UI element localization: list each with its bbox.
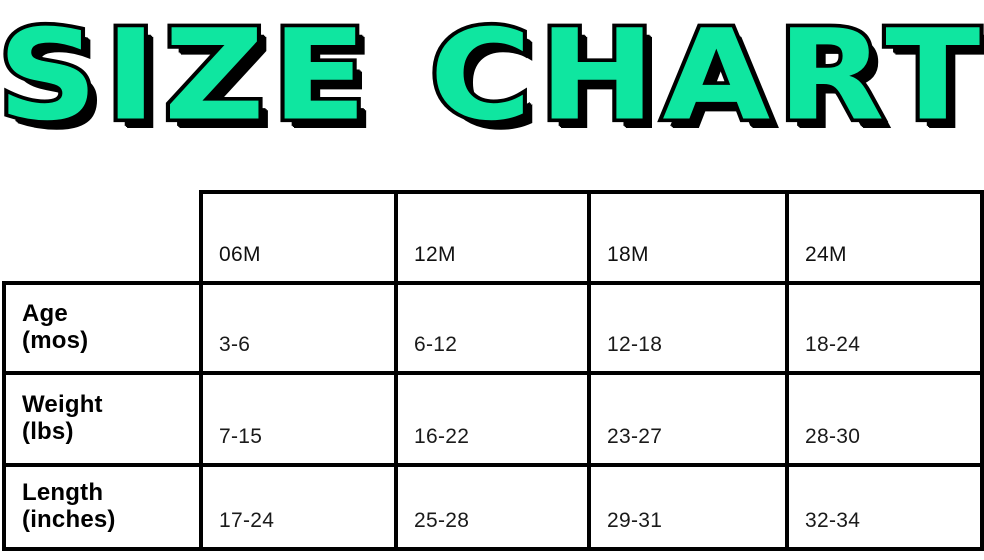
size-chart-table: 06M 12M 18M 24M Age (mos) 3-6 6-12 12-18…: [0, 190, 984, 551]
title-banner: SIZE CHART: [0, 0, 984, 150]
cell-length-12m: 25-28: [394, 467, 587, 547]
row-label-age: Age (mos): [6, 285, 199, 371]
column-header-12m: 12M: [394, 194, 587, 281]
cell-age-24m: 18-24: [785, 285, 980, 371]
cell-length-18m: 29-31: [587, 467, 785, 547]
row-label-weight-line1: Weight: [22, 391, 103, 419]
row-label-age-line2: (mos): [22, 327, 89, 354]
column-header-18m: 18M: [587, 194, 785, 281]
table-row: Weight (lbs) 7-15 16-22 23-27 28-30: [2, 371, 984, 463]
cell-weight-18m: 23-27: [587, 375, 785, 463]
column-header-24m: 24M: [785, 194, 980, 281]
table-row: Age (mos) 3-6 6-12 12-18 18-24: [2, 281, 984, 371]
page-title: SIZE CHART: [0, 1, 984, 149]
table-row: Length (inches) 17-24 25-28 29-31 32-34: [2, 463, 984, 551]
column-header-06m: 06M: [199, 194, 394, 281]
row-label-length-line1: Length: [22, 479, 104, 507]
cell-age-18m: 12-18: [587, 285, 785, 371]
row-label-length-line2: (inches): [22, 506, 116, 533]
row-label-length: Length (inches): [6, 467, 199, 547]
row-label-weight-line2: (lbs): [22, 418, 74, 445]
row-label-age-line1: Age: [22, 300, 68, 328]
cell-weight-06m: 7-15: [199, 375, 394, 463]
cell-length-24m: 32-34: [785, 467, 980, 547]
cell-length-06m: 17-24: [199, 467, 394, 547]
cell-weight-24m: 28-30: [785, 375, 980, 463]
cell-weight-12m: 16-22: [394, 375, 587, 463]
cell-age-12m: 6-12: [394, 285, 587, 371]
row-label-weight: Weight (lbs): [6, 375, 199, 463]
table-header-row: 06M 12M 18M 24M: [199, 190, 984, 281]
cell-age-06m: 3-6: [199, 285, 394, 371]
